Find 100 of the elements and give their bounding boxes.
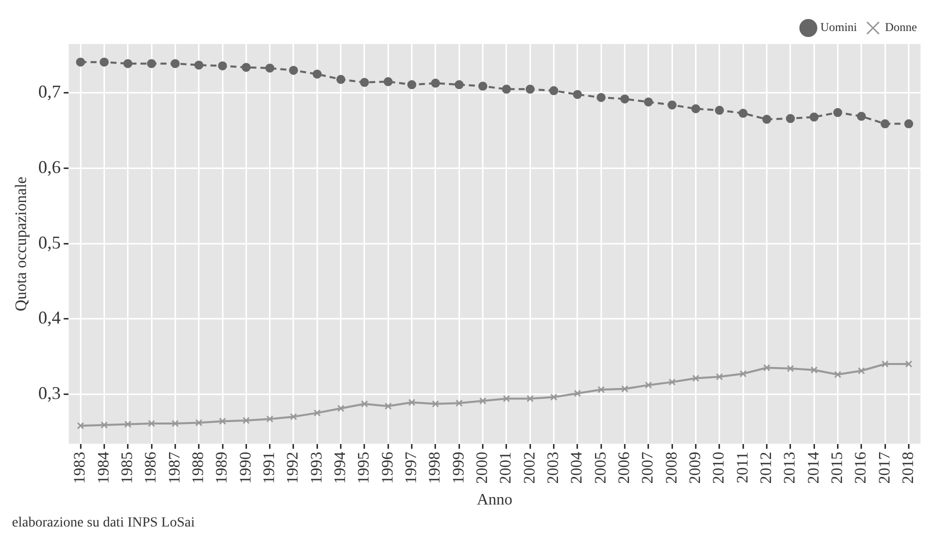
x-tick-label: 2001 — [498, 452, 515, 484]
point — [668, 100, 677, 110]
point — [148, 420, 156, 428]
x-tick-label: 1999 — [450, 452, 468, 484]
point — [218, 418, 226, 425]
point — [100, 421, 108, 429]
x-tick-label: 2014 — [805, 452, 822, 484]
point — [432, 400, 440, 408]
point — [218, 61, 228, 70]
point — [288, 66, 298, 75]
point — [858, 367, 865, 374]
point — [290, 413, 298, 420]
x-tick-label: 1996 — [379, 452, 396, 484]
point — [714, 106, 724, 115]
x-tick-label: 1990 — [237, 452, 254, 484]
point — [242, 62, 251, 72]
x-tick-label: 1994 — [332, 452, 350, 484]
point — [692, 374, 700, 382]
point — [407, 80, 416, 90]
point — [598, 386, 605, 394]
y-tick-label: 0,4 — [38, 308, 61, 328]
point — [172, 420, 179, 428]
point — [620, 94, 630, 104]
point — [147, 59, 156, 68]
x-tick-label: 2013 — [782, 452, 799, 484]
x-tick-label: 2002 — [521, 452, 538, 484]
point — [904, 119, 914, 128]
point — [834, 370, 842, 378]
point — [691, 104, 700, 114]
point — [123, 59, 132, 68]
x-tick-label: 2012 — [758, 452, 775, 484]
x-tick-label: 1986 — [142, 452, 160, 484]
point — [905, 360, 912, 368]
point — [880, 119, 890, 128]
x-tick-label: 2018 — [900, 452, 917, 484]
point — [170, 59, 180, 68]
point — [596, 92, 606, 102]
x-tick-label: 2006 — [616, 452, 633, 484]
x-tick-label: 2005 — [592, 452, 610, 484]
point — [502, 395, 510, 402]
point — [762, 114, 772, 124]
x-axis-title: Anno — [476, 492, 512, 509]
point — [810, 366, 818, 374]
point — [266, 415, 274, 423]
x-tick-label: 1989 — [214, 452, 231, 484]
point — [550, 394, 558, 401]
point — [454, 80, 464, 90]
x-tick-label: 1987 — [166, 452, 184, 484]
x-tick-label: 1991 — [261, 452, 278, 484]
point — [408, 398, 416, 406]
point — [314, 409, 321, 417]
y-tick-label: 0,6 — [38, 156, 61, 177]
point — [456, 400, 463, 407]
x-tick-label: 1985 — [119, 452, 136, 484]
point — [478, 82, 488, 91]
x-tick-label: 2016 — [852, 452, 870, 484]
point — [763, 364, 770, 372]
point — [430, 78, 440, 88]
point — [740, 370, 747, 378]
point — [644, 381, 652, 389]
y-tick-label: 0,3 — [38, 382, 61, 403]
x-tick-label: 2015 — [828, 452, 846, 484]
x-tick-label: 1988 — [190, 452, 208, 484]
point — [856, 112, 866, 121]
point — [384, 77, 393, 86]
point — [76, 422, 84, 430]
x-tick-label: 1984 — [95, 452, 112, 484]
x-tick-label: 2009 — [686, 452, 704, 484]
y-tick-label: 0,7 — [38, 82, 61, 102]
x-tick-label: 1983 — [72, 452, 89, 484]
point — [100, 58, 109, 67]
point — [479, 397, 486, 404]
point — [502, 84, 511, 94]
x-tick-label: 2004 — [568, 452, 586, 484]
point — [360, 400, 368, 408]
text: elaborazione su dati INPS LoSai — [12, 516, 195, 531]
x-tick-label: 1995 — [356, 452, 373, 484]
x-tick-label: 1997 — [403, 452, 420, 484]
x-tick-label: 2000 — [474, 452, 491, 484]
point — [716, 373, 723, 380]
point — [360, 78, 369, 87]
point — [337, 404, 344, 412]
point — [242, 416, 250, 424]
x-tick-label: 1992 — [284, 452, 302, 484]
point — [881, 360, 889, 368]
point — [572, 90, 582, 99]
point — [574, 390, 582, 397]
x-tick-label: 2017 — [876, 452, 894, 484]
point — [549, 86, 558, 96]
point — [124, 420, 132, 428]
legend-label: Donne — [885, 20, 918, 34]
point — [810, 112, 819, 122]
y-tick-label: 0,5 — [38, 232, 61, 252]
point — [195, 419, 202, 426]
x-tick-label: 2008 — [663, 452, 680, 484]
point — [76, 58, 86, 67]
point — [621, 385, 628, 392]
x-tick-label: 1998 — [426, 452, 444, 484]
point — [526, 84, 535, 94]
point — [668, 378, 676, 386]
